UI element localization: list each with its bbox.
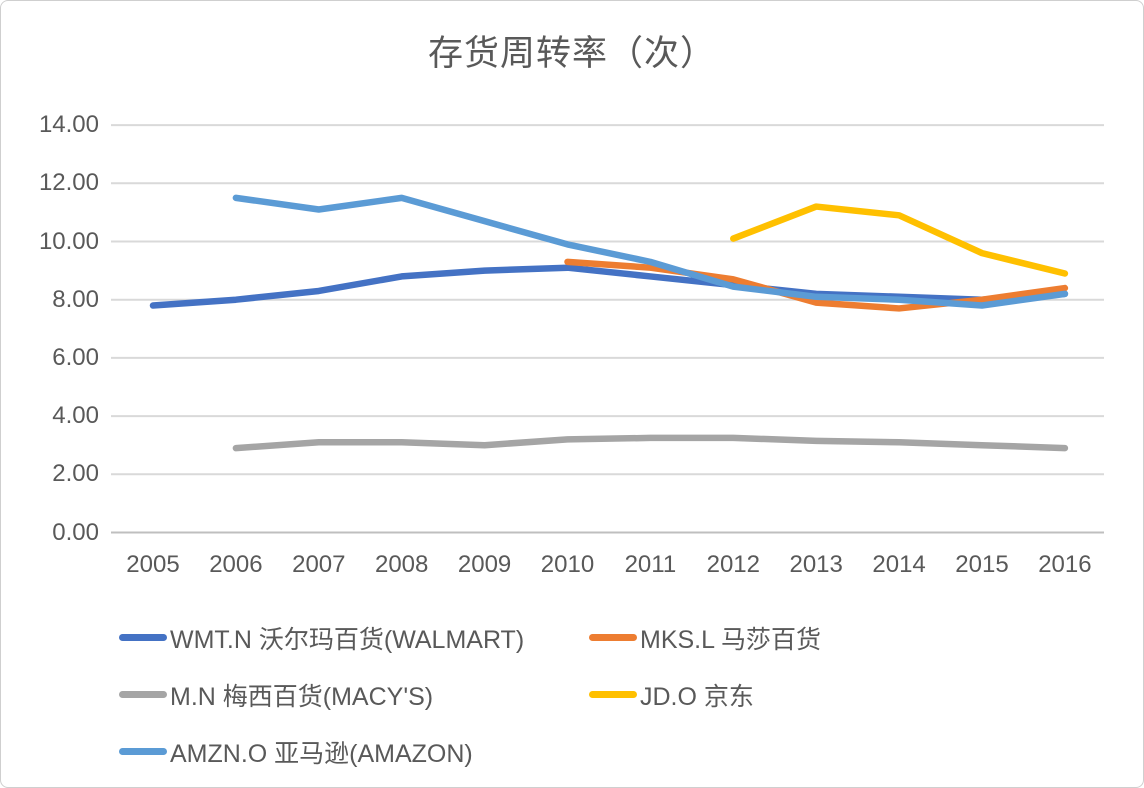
y-tick-label: 10.00	[38, 227, 99, 255]
x-tick-label: 2013	[789, 551, 843, 578]
series-line-1	[564, 258, 1069, 312]
y-tick-label: 4.00	[52, 402, 99, 430]
series-line-0	[149, 264, 1069, 309]
legend-item-4: AMZN.O 亚马逊(AMAZON)	[119, 734, 589, 770]
legend-swatch-icon	[119, 634, 167, 641]
legend-label: WMT.N 沃尔玛百货(WALMART)	[170, 625, 525, 654]
legend-item-3: JD.O 京东	[589, 677, 821, 713]
x-tick-label: 2014	[872, 551, 926, 578]
y-tick-label: 0.00	[52, 518, 99, 546]
legend-item-1: MKS.L 马莎百货	[589, 620, 821, 656]
x-tick-label: 2010	[540, 551, 595, 578]
legend-label: M.N 梅西百货(MACY'S)	[170, 682, 434, 711]
legend-swatch-icon	[589, 691, 637, 698]
y-tick-label: 14.00	[38, 111, 99, 139]
chart-title: 存货周转率（次）	[427, 34, 716, 73]
legend-label: AMZN.O 亚马逊(AMAZON)	[170, 739, 473, 768]
x-tick-label: 2012	[706, 551, 760, 578]
chart-legend: WMT.N 沃尔玛百货(WALMART) MKS.L 马莎百货 M.N 梅西百货(M…	[119, 609, 821, 780]
x-tick-label: 2008	[374, 551, 429, 578]
y-tick-label: 2.00	[52, 460, 99, 488]
x-tick-label: 2007	[292, 551, 346, 578]
legend-label: MKS.L 马莎百货	[640, 625, 822, 654]
legend-swatch-icon	[589, 634, 637, 641]
x-tick-label: 2006	[209, 551, 263, 578]
legend-swatch-icon	[119, 691, 167, 698]
x-tick-label: 2016	[1038, 551, 1092, 578]
y-tick-label: 6.00	[52, 343, 99, 371]
series-line-3	[730, 203, 1069, 277]
x-tick-label: 2011	[624, 551, 677, 578]
x-tick-label: 2009	[457, 551, 512, 578]
legend-item-2: M.N 梅西百货(MACY'S)	[119, 677, 589, 713]
y-tick-label: 8.00	[52, 285, 99, 313]
legend-swatch-icon	[119, 748, 167, 755]
legend-label: JD.O 京东	[640, 682, 754, 711]
series-line-4	[232, 194, 1069, 309]
x-tick-label: 2005	[126, 551, 180, 578]
x-tick-label: 2015	[955, 551, 1009, 578]
y-tick-label: 12.00	[38, 169, 99, 197]
chart-plot-area	[111, 124, 1104, 534]
series-line-2	[232, 434, 1069, 452]
legend-item-0: WMT.N 沃尔玛百货(WALMART)	[119, 620, 589, 656]
